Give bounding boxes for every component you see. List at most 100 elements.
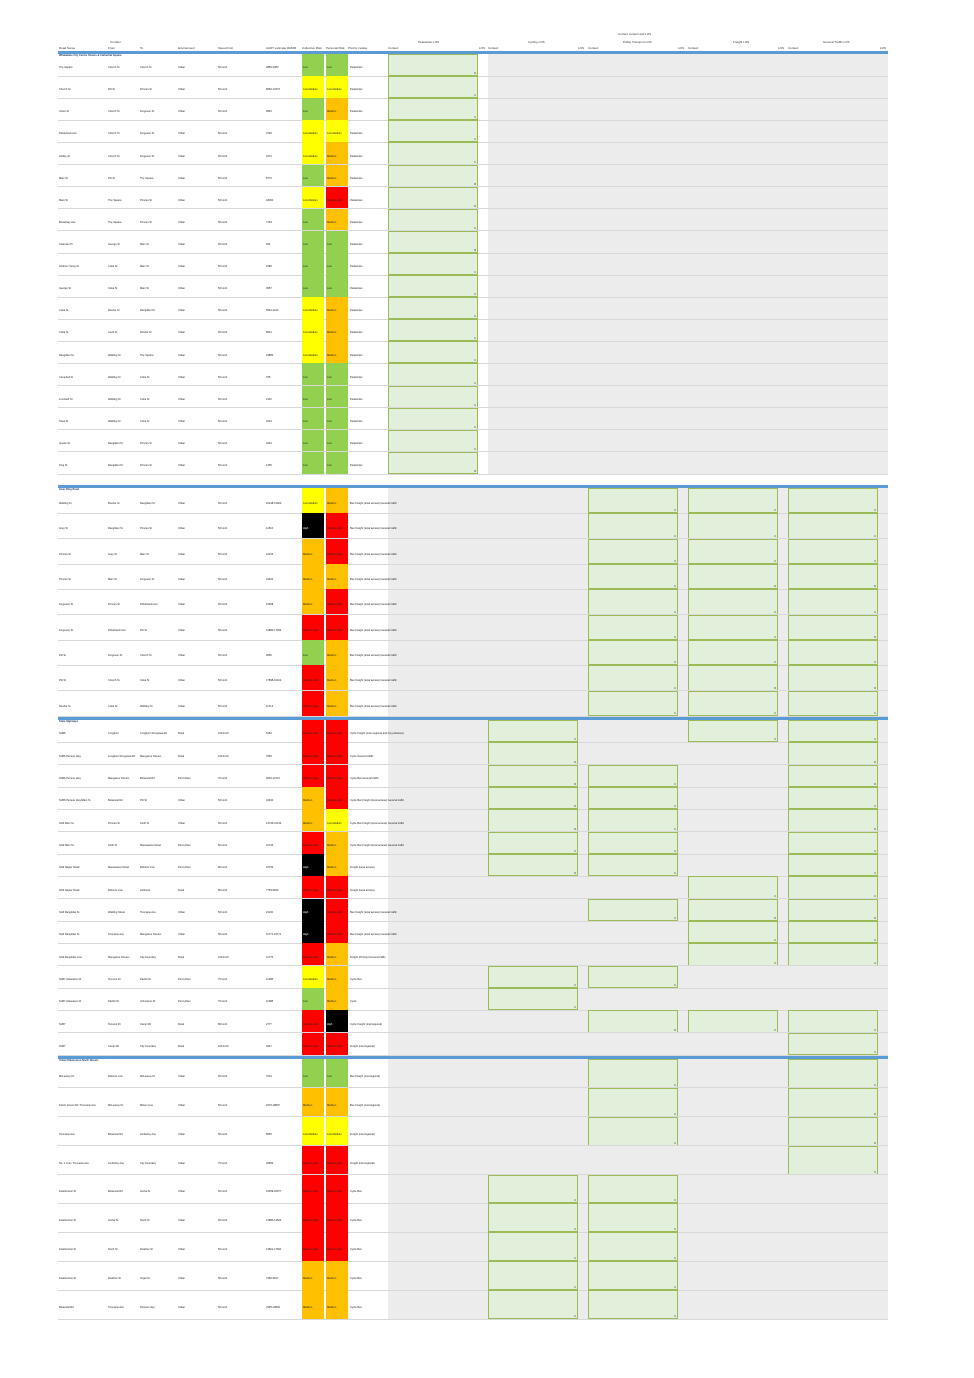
collective-risk-cell: Low [302,640,324,666]
pt-los-cell: C [588,1203,678,1233]
cell-to: Pitt St [140,799,147,803]
cell-road-name: SH57 Aokautere Dr [59,977,82,981]
general-los-cell-value: D [874,916,876,920]
cell-speed-limit: 50 km/h [218,843,228,847]
cell-to: Rangitikei St [140,501,155,505]
collective-risk-cell: Medium High [302,1145,324,1175]
cell-to: Ferguson St [140,577,155,581]
general-los-cell: D [788,809,878,832]
cell-aadt: 9040-12721 [266,776,280,780]
pt-los-cell: C [588,1261,678,1291]
cell-priority-modes: Pedestrian [350,375,363,379]
cell-to: Coba St [140,679,150,683]
personal-risk-label: Medium [327,220,337,224]
personal-risk-label: Medium [327,501,337,505]
collective-risk-cell: Medium High [302,1203,324,1233]
cell-environment: Urban [178,132,186,136]
collective-risk-cell: Low Medium [302,120,324,143]
cell-road-name: Featherston St [59,1248,77,1252]
cell-priority-modes: Bus Freight (interregional) [350,1103,380,1107]
cell-aadt: 14821-17691 [266,1248,282,1252]
collective-risk-cell: Medium High [302,1010,324,1033]
cell-from: Church St [108,132,120,136]
cell-environment: Urban [178,1161,186,1165]
pt-los-cell: C [588,589,678,615]
table-row: Andrew Young St Coba St Main St Urban 50 km/… [58,252,888,276]
cell-speed-limit: 100 km/h [218,1044,229,1048]
freight-los-cell-value: C [774,961,776,965]
col-collective-risk: Collective Risk [302,46,322,50]
freight-los-cell: C [688,720,778,743]
general-los-cell-value: D [874,782,876,786]
pedestrian-los-cell: C [388,319,478,342]
cell-aadt: 2777 [266,1022,272,1026]
cell-speed-limit: 50 km/h [218,375,228,379]
collective-risk-cell: High [302,898,324,921]
general-los-cell-value: C [874,849,876,853]
collective-risk-cell: Low [302,275,324,298]
general-los-cell-value: C [874,559,876,563]
header-general-los: General Traffic LOS [823,40,850,44]
collective-risk-label: Low [303,176,308,180]
cell-environment: Urban [178,799,186,803]
cell-priority-modes: Bus Freight (local access) General traff… [350,552,397,556]
pt-los-cell: D [588,1010,678,1033]
cell-road-name: Coba St [59,309,69,313]
personal-risk-cell: Medium [326,208,348,231]
col-personal-risk: Personal Risk [326,46,345,50]
cell-priority-modes: Cycle General traffic [350,754,374,758]
collective-risk-label: Medium High [303,679,319,683]
cell-aadt: 705 [266,375,271,379]
cell-from: Amberley Ave [108,1161,124,1165]
cell-aadt: 1355 [266,464,272,468]
cell-to: McLeavey Dr [140,1074,156,1078]
freight-los-cell-value: C [774,1028,776,1032]
cell-priority-modes: Cycle Bus Freight (local access) General… [350,799,405,803]
cycling-los-cell: C [488,965,578,988]
general-los-cell-value: D [874,760,876,764]
cell-speed-limit: 100 km/h [218,955,229,959]
cell-from: Rangitikei St [108,464,123,468]
cell-environment: Urban [178,198,186,202]
pedestrian-los-cell-value: C [474,226,476,230]
col-los-cyc: LOS [578,46,585,50]
cell-environment: Urban [178,577,186,581]
general-los-cell: D [788,1116,878,1146]
table-row: SH56 Longburn Longburn Rongotea Rd Rural 100… [58,720,888,743]
table-row: Walding St Rourke St Rangitikei St Urban 50 … [58,488,888,514]
pedestrian-los-cell-value: C [474,381,476,385]
cell-speed-limit: 50 km/h [218,441,228,445]
cell-to: Rourke St [140,331,152,335]
cell-to: Roberts Line [140,866,155,870]
pt-los-cell-value: C [674,585,676,589]
freight-los-cell: C [688,1010,778,1033]
collective-risk-cell: Medium High [302,1174,324,1204]
cell-priority-modes: Bus Freight (local access) General traff… [350,704,397,708]
col-speed-limit: Speed limit [218,46,233,50]
collective-risk-label: Medium High [303,1248,319,1252]
cell-from: Coba St [108,287,118,291]
cell-environment: Urban [178,1277,186,1281]
table-row: SH3 Rangitikei St Tremaine Ave Mangaone St… [58,921,888,944]
pt-los-cell-value: C [674,1141,676,1145]
cell-speed-limit: 50 km/h [218,1103,228,1107]
cell-environment: Urban [178,653,186,657]
freight-los-cell: C [688,690,778,716]
col-context-cyc: Context [488,46,499,50]
cell-priority-modes: Bus Freight (local access) General traff… [350,501,397,505]
cell-aadt: 7753-9816 [266,888,279,892]
cell-aadt: 8655 [266,1132,272,1136]
cell-speed-limit: 50 km/h [218,910,228,914]
table-row: Ferguson St Pickerbeck Ave Pitt St Urban 50 … [58,614,888,640]
general-los-cell: C [788,854,878,877]
cycling-los-cell-value: C [574,1199,576,1203]
cell-speed-limit: 80 km/h [218,888,228,892]
general-los-cell: C [788,876,878,899]
cell-to: Princes St [140,441,152,445]
cell-speed-limit: 50 km/h [218,66,228,70]
general-los-cell: C [788,831,878,854]
pt-los-cell-value: C [674,635,676,639]
personal-risk-label: Medium High [327,198,343,202]
collective-risk-label: Medium High [303,754,319,758]
table-row: McLeavey Dr Roberts Line McLeavey Dr Urban 5… [58,1059,888,1088]
